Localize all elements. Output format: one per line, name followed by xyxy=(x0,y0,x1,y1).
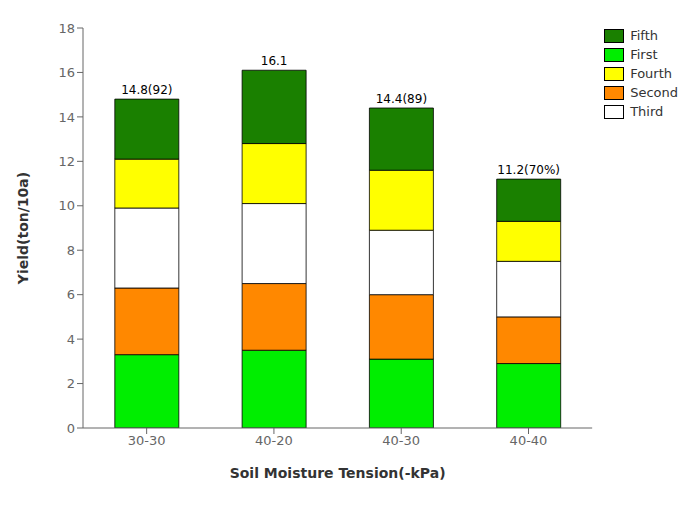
svg-text:40-20: 40-20 xyxy=(255,433,293,448)
html-text:Fourth: Fourth xyxy=(630,66,672,81)
html-text:First: First xyxy=(630,47,658,62)
svg-text:8: 8 xyxy=(67,243,75,258)
svg-text:16: 16 xyxy=(58,65,75,80)
svg-text:6: 6 xyxy=(67,287,75,302)
svg-text:Soil Moisture Tension(-kPa): Soil Moisture Tension(-kPa) xyxy=(230,465,446,481)
html-text:Second: Second xyxy=(630,85,678,100)
svg-text:18: 18 xyxy=(58,21,75,36)
svg-text:40-30: 40-30 xyxy=(382,433,420,448)
svg-text:12: 12 xyxy=(58,154,75,169)
svg-text:40-40: 40-40 xyxy=(510,433,548,448)
svg-text:14.8(92): 14.8(92) xyxy=(121,83,172,97)
svg-text:2: 2 xyxy=(67,376,75,391)
html-text:Fifth: Fifth xyxy=(630,28,658,43)
svg-text:4: 4 xyxy=(67,332,75,347)
svg-text:14: 14 xyxy=(58,110,75,125)
svg-text:10: 10 xyxy=(58,198,75,213)
svg-text:30-30: 30-30 xyxy=(128,433,166,448)
svg-text:11.2(70%): 11.2(70%) xyxy=(497,163,560,177)
svg-text:16.1: 16.1 xyxy=(261,54,288,68)
svg-text:14.4(89): 14.4(89) xyxy=(376,92,427,106)
html-text:Third: Third xyxy=(630,104,664,119)
svg-text:Yield(ton/10a): Yield(ton/10a) xyxy=(15,172,31,285)
svg-text:0: 0 xyxy=(67,421,75,436)
